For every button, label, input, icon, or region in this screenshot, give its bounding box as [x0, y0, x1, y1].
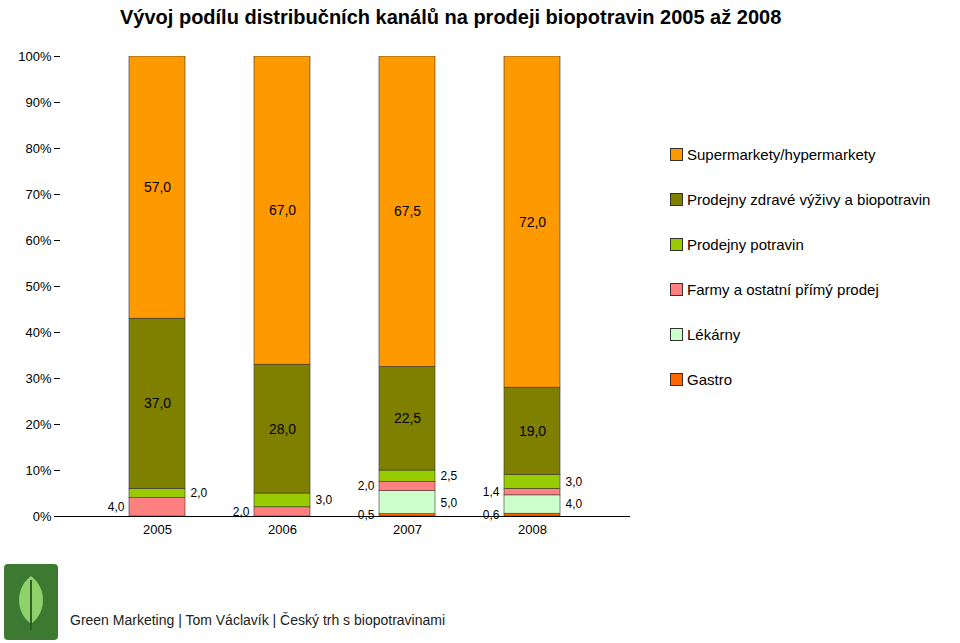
svg-text:5,0: 5,0: [441, 496, 458, 510]
html-text:Prodejny zdravé výživy a biopo: Prodejny zdravé výživy a biopotravin: [687, 191, 931, 208]
svg-text:10%: 10%: [25, 463, 51, 478]
svg-text:3,0: 3,0: [566, 475, 583, 489]
svg-text:19,0: 19,0: [519, 423, 546, 439]
html-text:Prodejny potravin: Prodejny potravin: [687, 236, 804, 253]
html-text:Green Marketing | Tom Václavík: Green Marketing | Tom Václavík | Český t…: [70, 612, 445, 628]
svg-text:40%: 40%: [25, 325, 51, 340]
svg-text:2006: 2006: [268, 522, 297, 537]
svg-text:67,5: 67,5: [394, 203, 421, 219]
svg-text:0,6: 0,6: [483, 508, 500, 522]
svg-text:37,0: 37,0: [144, 395, 171, 411]
svg-text:30%: 30%: [25, 371, 51, 386]
svg-text:2,5: 2,5: [441, 469, 458, 483]
svg-text:1,4: 1,4: [483, 485, 500, 499]
svg-text:4,0: 4,0: [566, 497, 583, 511]
svg-text:4,0: 4,0: [108, 500, 125, 514]
svg-text:100%: 100%: [18, 49, 52, 64]
svg-text:67,0: 67,0: [269, 202, 296, 218]
svg-text:0%: 0%: [33, 509, 52, 524]
svg-text:22,5: 22,5: [394, 410, 421, 426]
html-text:Gastro: Gastro: [687, 371, 732, 388]
svg-text:70%: 70%: [25, 187, 51, 202]
svg-text:2005: 2005: [143, 522, 172, 537]
svg-text:3,0: 3,0: [316, 493, 333, 507]
svg-text:28,0: 28,0: [269, 421, 296, 437]
html-text:Lékárny: Lékárny: [687, 326, 741, 343]
svg-text:2,0: 2,0: [191, 486, 208, 500]
svg-text:20%: 20%: [25, 417, 51, 432]
svg-text:80%: 80%: [25, 141, 51, 156]
html-text:Supermarkety/hypermarkety: Supermarkety/hypermarkety: [687, 146, 876, 163]
html-text:Vývoj podílu distribučních kan: Vývoj podílu distribučních kanálů na pro…: [120, 6, 782, 28]
svg-text:72,0: 72,0: [519, 214, 546, 230]
svg-text:0,5: 0,5: [358, 508, 375, 522]
svg-text:2,0: 2,0: [233, 505, 250, 519]
svg-text:50%: 50%: [25, 279, 51, 294]
svg-text:2008: 2008: [518, 522, 547, 537]
html-text:Farmy a ostatní přímý prodej: Farmy a ostatní přímý prodej: [687, 281, 879, 298]
svg-text:2007: 2007: [393, 522, 422, 537]
svg-text:57,0: 57,0: [144, 179, 171, 195]
svg-text:90%: 90%: [25, 95, 51, 110]
svg-text:60%: 60%: [25, 233, 51, 248]
svg-text:2,0: 2,0: [358, 479, 375, 493]
